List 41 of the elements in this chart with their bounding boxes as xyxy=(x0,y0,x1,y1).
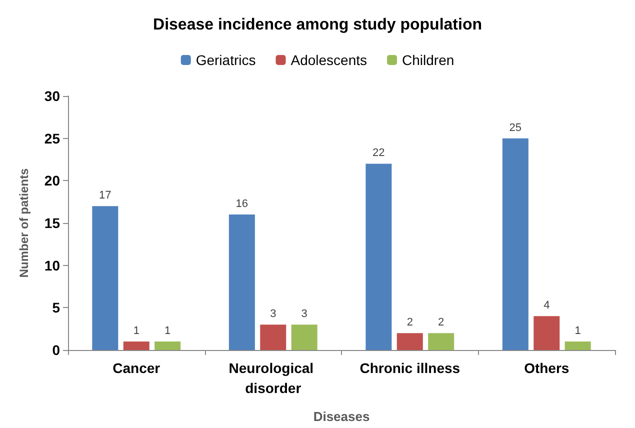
x-tick-label: Others xyxy=(524,360,570,376)
bar xyxy=(291,324,318,350)
bar xyxy=(534,316,560,350)
data-label: 22 xyxy=(372,147,385,160)
y-tick-label: 5 xyxy=(52,300,60,316)
y-tick-label: 25 xyxy=(44,130,60,146)
bar xyxy=(502,138,528,350)
data-label: 1 xyxy=(574,325,581,338)
data-label: 4 xyxy=(544,300,550,312)
chart-title: Disease incidence among study population xyxy=(153,16,482,34)
y-tick-label: 15 xyxy=(44,215,60,231)
bar xyxy=(366,164,392,350)
y-tick-label: 0 xyxy=(52,342,60,358)
bar xyxy=(123,342,150,350)
bar xyxy=(396,333,423,350)
data-label: 2 xyxy=(438,316,444,329)
legend-label: Adolescents xyxy=(290,52,368,68)
bar xyxy=(92,206,118,350)
x-tick-label: Cancer xyxy=(112,360,161,376)
bar xyxy=(260,324,286,350)
legend-label: Geriatrics xyxy=(196,52,256,68)
data-label: 1 xyxy=(164,325,171,338)
x-axis-title: Diseases xyxy=(313,409,370,424)
y-tick-label: 10 xyxy=(44,257,60,274)
legend-label: Children xyxy=(402,52,454,68)
y-tick-label: 20 xyxy=(44,172,60,189)
y-axis-title: Number of patients xyxy=(17,168,31,278)
data-label: 3 xyxy=(301,308,308,320)
bar xyxy=(154,342,181,350)
bar xyxy=(428,333,454,350)
bar xyxy=(564,342,591,350)
data-label: 2 xyxy=(406,316,413,329)
bar xyxy=(228,214,255,350)
data-label: 3 xyxy=(270,308,276,320)
data-label: 17 xyxy=(99,190,112,202)
data-label: 1 xyxy=(133,325,140,338)
x-tick-label: Chronic illness xyxy=(360,360,460,376)
y-tick-label: 30 xyxy=(44,88,60,104)
x-tick-label: Neurological disorder xyxy=(228,360,318,396)
data-label: 16 xyxy=(236,198,248,210)
data-label: 25 xyxy=(509,122,522,134)
